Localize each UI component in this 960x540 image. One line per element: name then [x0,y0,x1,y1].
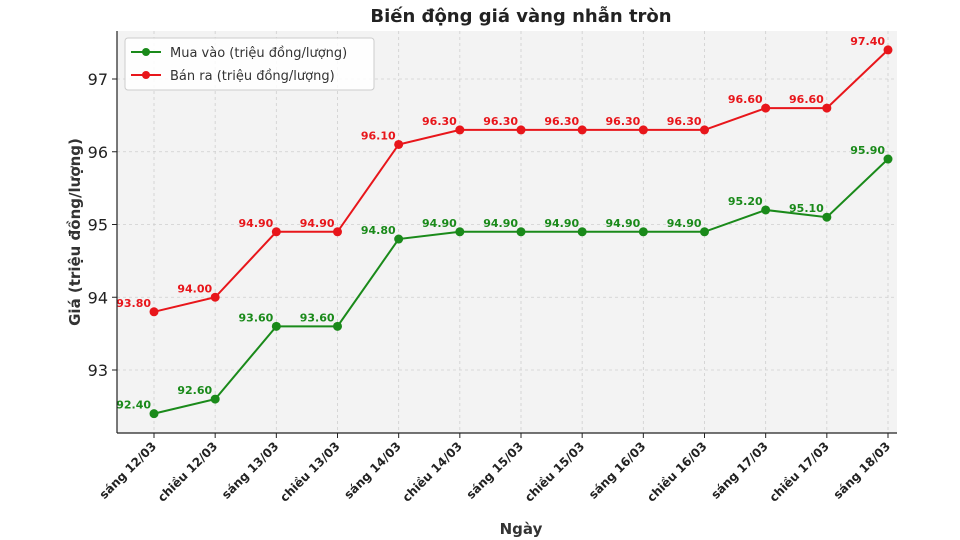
legend-item-sell: Bán ra (triệu đồng/lượng) [131,69,335,84]
data-point [516,125,526,135]
data-label: 94.90 [483,217,518,230]
data-point [822,212,832,222]
data-point [394,234,404,244]
x-tick-label: chiều 12/03 [155,439,220,504]
data-label: 96.30 [606,115,641,128]
data-label: 96.60 [728,93,763,106]
y-axis-label: Giá (triệu đồng/lượng) [65,138,84,326]
x-axis-label: Ngày [500,520,543,538]
data-label: 92.40 [116,399,151,412]
data-label: 93.60 [239,311,274,324]
data-point [271,227,281,237]
data-point [577,125,587,135]
data-point [761,205,771,215]
data-label: 95.10 [789,202,824,215]
data-label: 96.30 [667,115,702,128]
data-point [577,227,587,237]
data-point [638,227,648,237]
data-label: 96.30 [422,115,457,128]
x-tick-label: chiều 17/03 [767,439,832,504]
data-label: 94.90 [667,217,702,230]
data-label: 93.60 [300,311,335,324]
data-point [638,125,648,135]
x-tick-label: sáng 13/03 [219,439,281,501]
legend: Mua vào (triệu đồng/lượng) Bán ra (triệu… [124,37,375,91]
legend-label-buy: Mua vào (triệu đồng/lượng) [170,46,347,61]
data-label: 92.60 [177,384,212,397]
data-label: 94.00 [177,282,212,295]
x-tick-label: chiều 15/03 [522,439,587,504]
data-labels: 92.40 92.60 93.60 93.60 94.80 94.90 94.90 94.90… [116,35,885,412]
data-point [333,321,342,331]
x-tick-label: sáng 16/03 [586,439,648,501]
y-axis-ticks: 93 94 95 96 97 [88,70,117,380]
x-tick-label: chiều 13/03 [277,439,342,504]
data-label: 96.30 [483,115,518,128]
data-label: 93.80 [116,297,151,310]
data-label: 96.10 [361,129,396,142]
legend-dot-buy-icon [142,48,150,56]
data-point [394,139,404,149]
y-tick-label: 94 [88,288,108,307]
data-point [333,227,342,237]
y-tick-label: 95 [88,216,108,235]
data-label: 94.90 [300,217,335,230]
data-label: 96.60 [789,93,824,106]
series-lines [149,45,893,419]
legend-item-buy: Mua vào (triệu đồng/lượng) [131,46,347,61]
x-tick-label: sáng 18/03 [831,439,893,501]
data-label: 95.20 [728,195,763,208]
data-point [700,227,709,237]
legend-label-sell: Bán ra (triệu đồng/lượng) [170,69,335,84]
data-label: 94.90 [239,217,274,230]
data-point [516,227,526,237]
data-point [883,45,893,55]
data-label: 96.30 [544,115,579,128]
data-label: 95.90 [850,144,885,157]
data-point [455,125,465,135]
x-tick-label: sáng 17/03 [708,439,770,501]
y-tick-label: 96 [88,143,108,162]
data-label: 97.40 [850,35,885,48]
data-point [271,321,281,331]
data-point [149,307,159,317]
y-tick-label: 93 [88,361,108,380]
data-point [149,409,159,419]
x-tick-label: chiều 16/03 [644,439,709,504]
y-tick-label: 97 [88,70,108,89]
data-point [883,154,893,164]
x-tick-label: sáng 15/03 [464,439,526,501]
data-label: 94.90 [606,217,641,230]
x-tick-label: chiều 14/03 [400,439,465,504]
x-tick-label: sáng 14/03 [341,439,403,501]
data-point [700,125,709,135]
data-point [822,103,832,113]
data-point [455,227,465,237]
legend-box [124,37,375,91]
data-label: 94.80 [361,224,396,237]
data-label: 94.90 [422,217,457,230]
legend-dot-sell-icon [142,71,150,79]
data-point [761,103,771,113]
data-point [210,394,220,404]
data-point [210,292,220,302]
data-label: 94.90 [544,217,579,230]
x-tick-label: sáng 12/03 [97,439,159,501]
chart-title: Biến động giá vàng nhẫn tròn [370,5,671,27]
